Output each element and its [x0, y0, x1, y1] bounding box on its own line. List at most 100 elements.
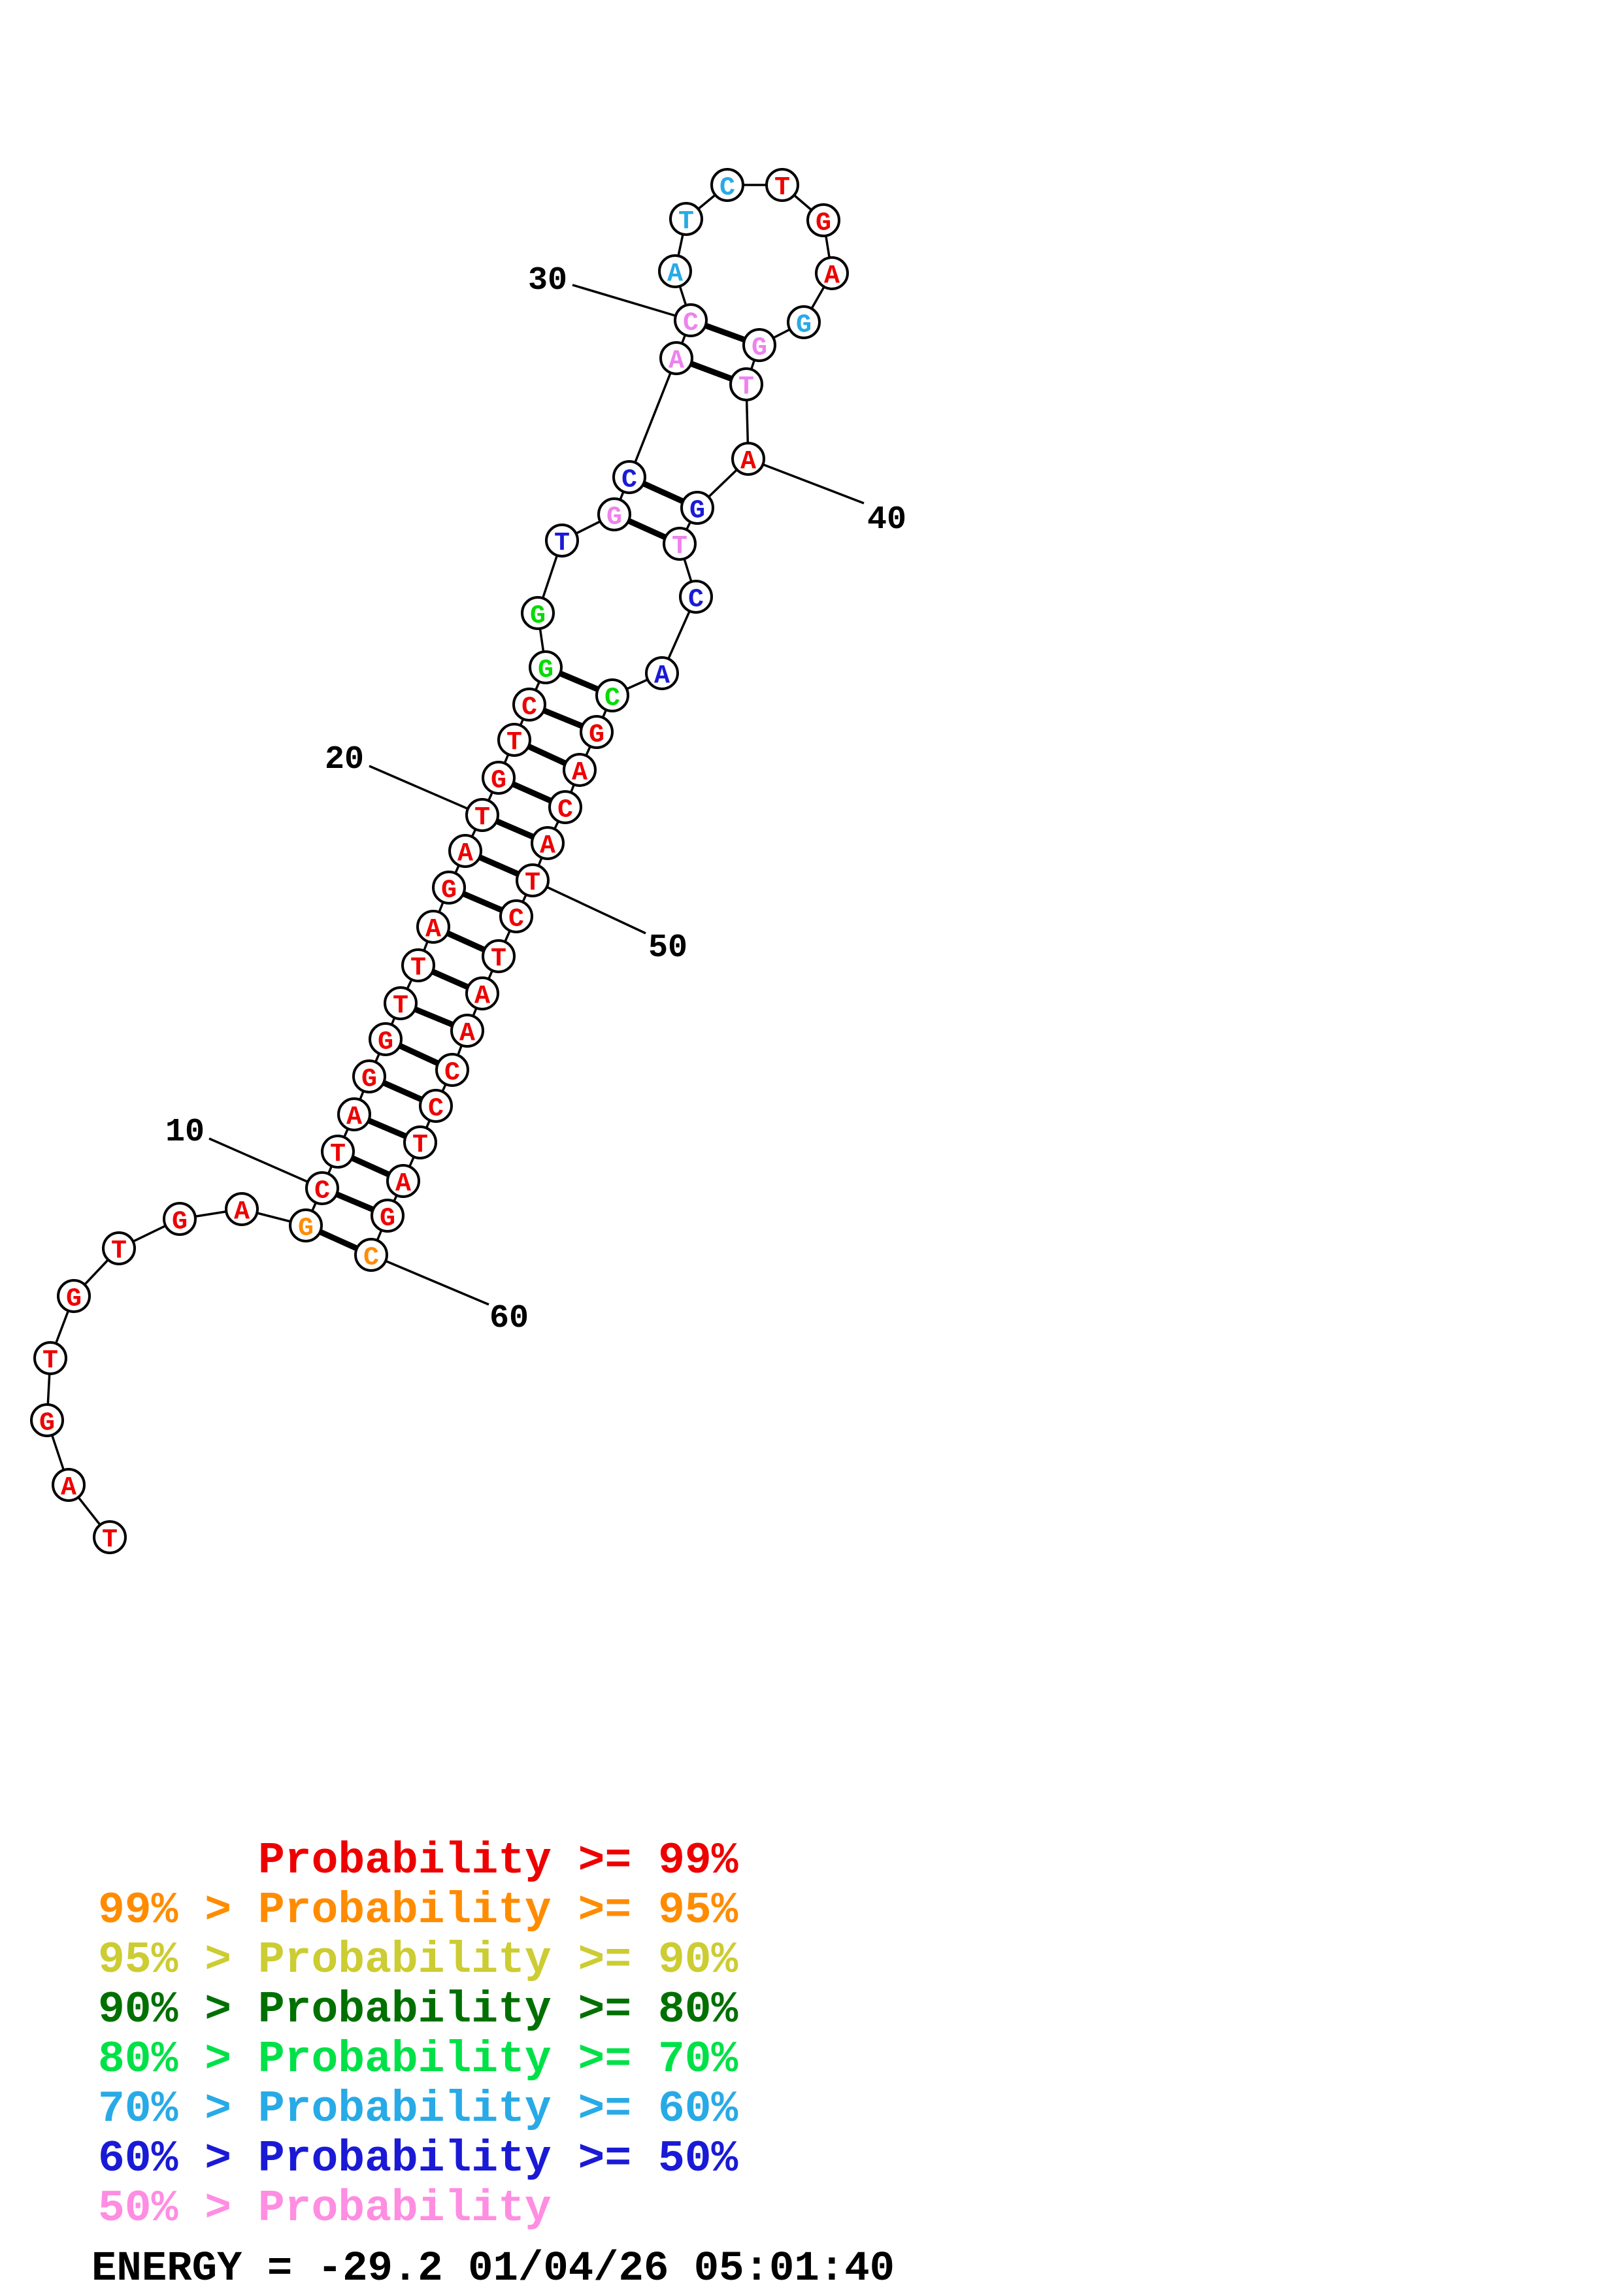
leader-lines-layer: [208, 284, 865, 1306]
nucleotide-base: C: [363, 1243, 379, 1273]
nucleotide-base: C: [688, 585, 704, 614]
nucleotide-base: C: [557, 795, 573, 825]
nucleotide-base: A: [234, 1197, 250, 1227]
nucleotide-base: C: [444, 1058, 460, 1088]
nucleotide-base: T: [525, 869, 540, 898]
nucleotide-circle: [93, 1520, 127, 1554]
nucleotide-base: G: [589, 720, 604, 750]
nucleotide-circle: [30, 1403, 64, 1437]
nucleotide-base: G: [39, 1408, 55, 1438]
nucleotide-circle: [679, 580, 713, 614]
nucleotide-circle: [531, 826, 565, 860]
nucleotide-circle: [371, 1199, 405, 1233]
nucleotide-circle: [580, 715, 614, 749]
nucleotide-circle: [710, 168, 744, 202]
nucleotide-circle: [669, 202, 703, 236]
nucleotide-base: A: [667, 259, 683, 289]
nucleotide-circle: [806, 203, 840, 237]
nucleotide-base: T: [506, 728, 522, 757]
nucleotide-circle: [432, 871, 466, 905]
nucleotide-base: A: [459, 1019, 475, 1048]
legend-row: Probability >= 99%: [258, 1836, 738, 1886]
nucleotide-circle: [448, 834, 482, 868]
nucleotide-circle: [597, 497, 631, 531]
nucleotide-circle: [674, 303, 708, 337]
nucleotide-base: T: [672, 532, 687, 561]
nucleotide-base: G: [298, 1214, 314, 1243]
nucleotide-circle: [386, 1164, 420, 1198]
position-label: 60: [489, 1300, 529, 1337]
nucleotide-base: G: [441, 876, 457, 905]
nucleotide-base: A: [474, 982, 490, 1011]
nucleotide-circle: [321, 1135, 355, 1169]
nucleotide-base: T: [410, 954, 426, 983]
nucleotide-base: G: [66, 1284, 82, 1314]
nucleotide-circle: [450, 1014, 484, 1048]
nucleotide-base: G: [361, 1065, 377, 1094]
nucleotide-base: T: [678, 207, 694, 237]
nucleotide-circle: [482, 939, 516, 973]
label-leader-line: [532, 879, 646, 935]
nucleotide-circle: [787, 305, 821, 339]
position-labels-layer: 10 20 30 40 50 60: [165, 262, 906, 1337]
position-label: 50: [648, 929, 687, 967]
nucleotide-circle: [645, 656, 679, 690]
nucleotide-base: A: [740, 447, 756, 476]
nucleotide-base: T: [554, 529, 570, 558]
nucleotide-circle: [354, 1238, 388, 1272]
nucleotide-circle: [352, 1059, 386, 1093]
nucleotide-circle: [516, 863, 550, 897]
nucleotide-base: G: [538, 656, 554, 685]
nucleotide-circle: [163, 1202, 197, 1236]
position-label: 20: [325, 741, 364, 778]
position-label: 10: [165, 1114, 205, 1151]
nucleotide-base: G: [491, 766, 506, 795]
nucleotide-base: G: [796, 310, 812, 340]
nucleotide-circle: [225, 1192, 259, 1226]
nucleotide-circle: [435, 1053, 469, 1087]
nucleotide-base: G: [689, 496, 705, 525]
nucleotide-circle: [52, 1468, 86, 1502]
nucleotide-base: A: [572, 758, 587, 788]
nucleotide-circle: [337, 1097, 371, 1131]
probability-legend: Probability >= 99%99% > Probability >= 9…: [98, 1836, 738, 2234]
nucleotide-circle: [529, 650, 563, 684]
nucleotide-circle: [369, 1022, 403, 1056]
nucleotide-base: C: [521, 693, 537, 722]
nucleotide-circle: [729, 367, 763, 401]
backbone-link: [628, 358, 678, 478]
position-label: 30: [528, 262, 567, 299]
legend-row: 50% > Probability: [98, 2184, 552, 2234]
nucleotide-base: G: [172, 1207, 188, 1237]
legend-row: 60% > Probability >= 50%: [98, 2134, 738, 2184]
nucleotide-base: C: [508, 905, 524, 934]
nucleotide-base: A: [425, 915, 441, 944]
nucleotide-base: G: [816, 208, 831, 238]
legend-row: 90% > Probability >= 80%: [98, 1985, 738, 2035]
nucleotide-base: C: [428, 1094, 444, 1123]
nucleotide-circle: [465, 976, 499, 1010]
nucleotide-circle: [563, 753, 597, 787]
label-leader-line: [748, 458, 865, 505]
nucleotide-base: C: [683, 308, 699, 338]
nucleotide-base: T: [738, 373, 754, 402]
nucleotide-base: C: [314, 1176, 330, 1206]
legend-row: 70% > Probability >= 60%: [98, 2084, 738, 2135]
nucleotide-circle: [416, 910, 450, 944]
legend-row: 95% > Probability >= 90%: [98, 1935, 738, 1986]
nucleotide-base: A: [654, 661, 670, 691]
label-leader-line: [371, 1254, 489, 1306]
nucleotide-base: G: [606, 503, 622, 532]
nucleotide-base: T: [474, 803, 490, 833]
nucleotide-circle: [658, 254, 692, 288]
nucleotide-base: C: [604, 684, 620, 713]
nucleotide-base: G: [380, 1204, 395, 1233]
nucleotide-circle: [403, 1125, 437, 1159]
nucleotide-circle: [548, 790, 582, 824]
nucleotide-circle: [465, 798, 499, 832]
legend-row: 80% > Probability >= 70%: [98, 2035, 738, 2085]
nucleotide-circle: [102, 1231, 136, 1265]
